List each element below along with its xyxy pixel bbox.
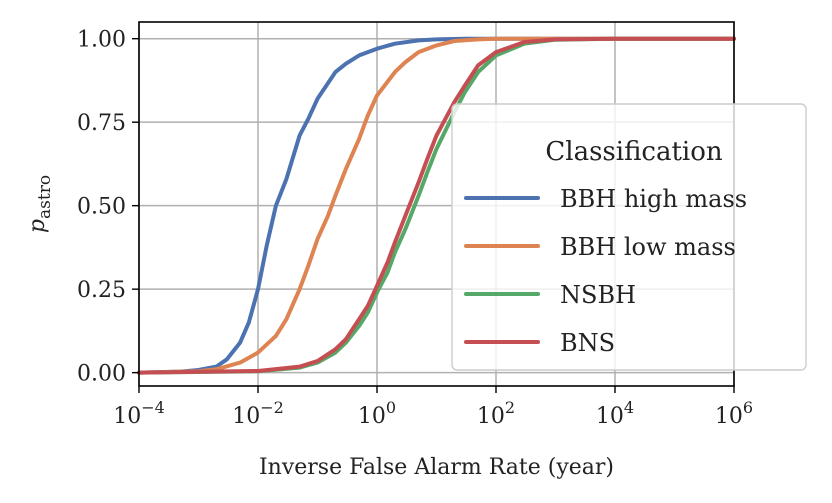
x-tick-base: 10 (596, 404, 624, 429)
x-tick-base: 10 (232, 404, 260, 429)
x-tick-label: 10−4 (113, 398, 165, 429)
x-axis-label: Inverse False Alarm Rate (year) (259, 455, 614, 480)
y-axis-label-main: p (25, 219, 50, 233)
y-axis-label-subscript: astro (35, 175, 55, 219)
y-tick-labels: 0.00 0.25 0.50 0.75 1.00 (77, 28, 126, 387)
x-tick-label: 102 (477, 398, 515, 429)
axis-ticks (132, 37, 735, 393)
series-line-bns (137, 36, 736, 375)
legend-label: BBH low mass (560, 233, 736, 261)
legend-label: BNS (560, 329, 615, 357)
y-tick-label: 0.25 (77, 278, 126, 303)
x-tick-exponent: 6 (743, 398, 753, 417)
x-tick-base: 10 (715, 404, 743, 429)
legend: Classification BBH high mass BBH low mass… (451, 103, 807, 371)
legend-box (451, 103, 807, 371)
y-axis-label: pastro (25, 175, 55, 233)
legend-items: BBH high mass BBH low mass NSBH BNS (464, 185, 747, 357)
x-tick-label: 106 (715, 398, 753, 429)
legend-label: NSBH (560, 281, 636, 309)
x-tick-exponent: −4 (141, 398, 165, 417)
x-tick-base: 10 (358, 404, 386, 429)
y-tick-label: 0.75 (77, 111, 126, 136)
series-line-nsbh (137, 36, 736, 375)
series-line-bbh-low-mass (137, 36, 736, 375)
x-tick-base: 10 (113, 404, 141, 429)
x-tick-exponent: 4 (624, 398, 634, 417)
x-tick-label: 100 (358, 398, 396, 429)
legend-title: Classification (545, 137, 723, 167)
x-tick-exponent: −2 (260, 398, 284, 417)
x-tick-labels: 10−4 10−2 100 102 104 106 (113, 398, 753, 429)
legend-label: BBH high mass (560, 185, 747, 213)
x-tick-label: 10−2 (232, 398, 284, 429)
x-tick-label: 104 (596, 398, 634, 429)
y-tick-label: 0.50 (77, 195, 126, 220)
x-tick-exponent: 2 (505, 398, 515, 417)
x-tick-exponent: 0 (386, 398, 396, 417)
series-layer (137, 36, 736, 375)
y-tick-label: 0.00 (77, 362, 126, 387)
series-line-bbh-high-mass (137, 36, 736, 375)
y-tick-label: 1.00 (77, 28, 126, 53)
x-tick-base: 10 (477, 404, 505, 429)
